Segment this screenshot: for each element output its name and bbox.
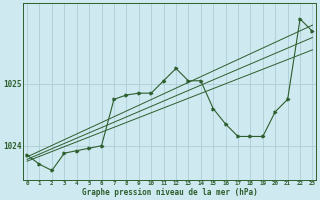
X-axis label: Graphe pression niveau de la mer (hPa): Graphe pression niveau de la mer (hPa) — [82, 188, 258, 197]
